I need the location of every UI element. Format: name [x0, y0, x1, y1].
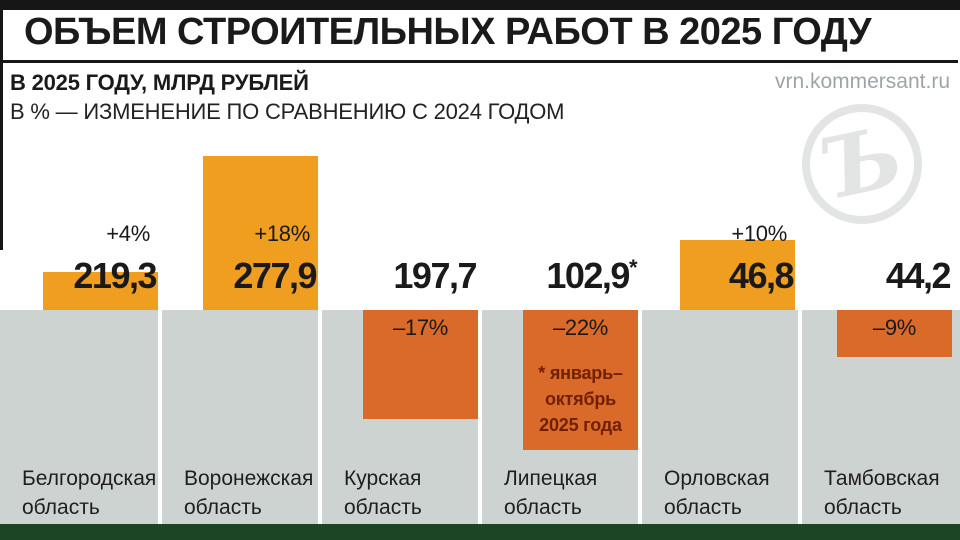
pct-label: +4%: [106, 221, 150, 246]
negative-bar: [363, 310, 478, 419]
value-number: 277,9: [233, 255, 317, 296]
value-number: 102,9: [546, 255, 630, 296]
pct-label: –22%: [552, 315, 609, 340]
pct-label: +18%: [254, 221, 310, 246]
chart-subtitle-note: В % — ИЗМЕНЕНИЕ ПО СРАВНЕНИЮ С 2024 ГОДО…: [10, 99, 565, 124]
value-label: 277,9: [143, 255, 317, 297]
region-label: Курская область: [344, 467, 422, 519]
site-watermark: vrn.kommersant.ru: [774, 70, 950, 93]
region-panel: [642, 310, 798, 524]
region-panel: [162, 310, 318, 524]
region-label: Воронежская область: [184, 467, 314, 519]
positive-bar: [43, 272, 158, 310]
region-label: Орловская область: [664, 467, 770, 519]
value-number: 46,8: [728, 255, 795, 296]
region-panel: [0, 310, 158, 524]
top-black-bar: [0, 0, 960, 10]
footnote: * январь– октябрь 2025 года: [538, 363, 623, 435]
left-edge-rule: [0, 0, 3, 250]
region-label: Тамбовская область: [824, 467, 940, 519]
value-label: 219,3: [0, 255, 157, 297]
page-title: ОБЪЕМ СТРОИТЕЛЬНЫХ РАБОТ В 2025 ГОДУ: [24, 11, 871, 53]
value-number: 197,7: [393, 255, 477, 296]
footer-green-bar: [0, 524, 960, 540]
value-asterisk: *: [628, 255, 638, 280]
title-divider: [0, 60, 958, 63]
value-number: 44,2: [885, 255, 952, 296]
value-label: 197,7: [303, 255, 477, 297]
pct-label: +10%: [731, 221, 787, 246]
kommersant-logo-icon: Ъ: [802, 104, 922, 224]
region-label: Белгородская область: [22, 467, 157, 519]
value-label: 102,9*: [463, 255, 638, 297]
pct-label: –9%: [872, 315, 917, 340]
chart-subtitle-units: В 2025 ГОДУ, МЛРД РУБЛЕЙ: [10, 70, 309, 95]
pct-label: –17%: [392, 315, 449, 340]
value-label: 44,2: [777, 255, 952, 297]
value-label: 46,8: [620, 255, 795, 297]
region-label: Липецкая область: [504, 467, 598, 519]
positive-bar: [680, 240, 795, 310]
value-number: 219,3: [73, 255, 157, 296]
positive-bar: [203, 156, 318, 310]
negative-bar: [523, 310, 638, 450]
negative-bar: [837, 310, 952, 357]
